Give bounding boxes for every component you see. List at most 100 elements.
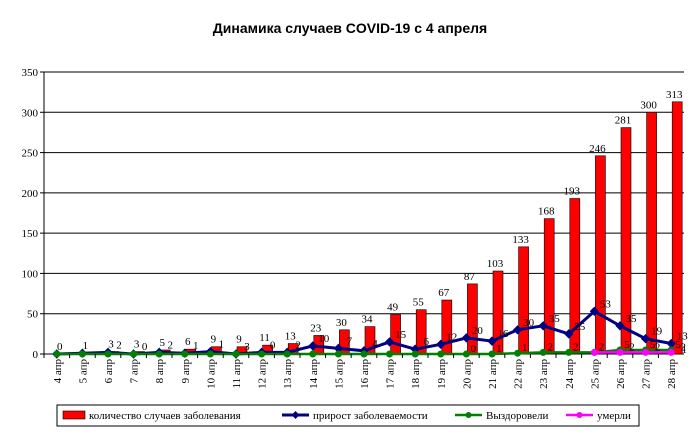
bar-value-label: 6: [185, 336, 191, 348]
extra-value-label: 1: [681, 344, 687, 356]
line-point: [668, 349, 674, 355]
line-point: [540, 349, 546, 355]
x-tick-label: 15 апр: [333, 359, 345, 389]
x-tick-label: 28 апр: [666, 359, 678, 389]
x-tick-label: 23 апр: [538, 359, 550, 389]
line-point: [489, 351, 495, 357]
x-tick-label: 9 апр: [180, 359, 192, 384]
bar: [519, 247, 529, 354]
line-value-label: 19: [651, 326, 663, 338]
x-tick-label: 6 апр: [103, 359, 115, 384]
line-point: [335, 351, 341, 357]
legend-swatch: [63, 411, 85, 419]
x-tick-label: 7 апр: [129, 359, 141, 384]
x-tick-label: 10 апр: [205, 359, 217, 389]
bar-value-label: 168: [538, 206, 555, 218]
line-value-label: 0: [142, 341, 148, 353]
chart: Динамика случаев COVID-19 с 4 апреля 0 50…: [0, 0, 699, 433]
bar-value-label: 67: [438, 287, 450, 299]
x-tick-label: 17 апр: [385, 359, 397, 389]
line-value-label: 25: [574, 321, 586, 333]
y-tick-label: 150: [22, 228, 39, 240]
line-point: [207, 351, 213, 357]
line-value-label: 1: [193, 340, 199, 352]
y-tick-label: 50: [27, 309, 39, 321]
line-value-label: 10: [318, 333, 330, 345]
legend-marker: [577, 412, 583, 418]
y-tick-label: 250: [22, 148, 39, 160]
bar-value-label: 300: [640, 99, 657, 111]
line-point: [182, 351, 188, 357]
line-point: [438, 351, 444, 357]
line-value-label: 35: [626, 313, 638, 325]
line-point: [259, 351, 265, 357]
y-tick-label: 0: [33, 349, 39, 361]
bar-value-label: 34: [362, 314, 374, 326]
bar-value-label: 103: [487, 258, 504, 270]
x-tick-label: 12 апр: [257, 359, 269, 389]
x-tick-label: 24 апр: [564, 359, 576, 389]
line-point: [566, 349, 572, 355]
line-point: [284, 351, 290, 357]
x-tick-label: 20 апр: [461, 359, 473, 389]
bar-value-label: 313: [666, 89, 683, 101]
line-point: [463, 351, 469, 357]
line-value-label: 35: [549, 313, 561, 325]
line-value-label: 30: [523, 317, 535, 329]
line-value-label: 1: [219, 339, 225, 351]
line-value-label: 2: [599, 341, 605, 353]
bar-value-label: 133: [512, 234, 529, 246]
x-tick-label: 19 апр: [436, 359, 448, 389]
bar-value-label: 3: [134, 339, 140, 351]
line-value-label: 3: [244, 341, 250, 353]
line-value-label: 2: [655, 341, 661, 353]
x-axis: 4 апр 5 апр 6 апр 7 апр 8 апр 9 апр 10 апр 11 а…: [44, 354, 678, 389]
legend-label: умерли: [597, 410, 631, 422]
x-tick-label: 8 апр: [154, 359, 166, 384]
bar-value-label: 30: [336, 317, 348, 329]
line-point: [105, 351, 111, 357]
y-tick-label: 200: [22, 188, 39, 200]
line-value-label: 2: [116, 339, 122, 351]
y-tick-label: 300: [22, 107, 39, 119]
legend-label: количество случаев заболевания: [89, 410, 241, 422]
line-point: [412, 351, 418, 357]
line-value-label: 2: [547, 341, 553, 353]
bar-value-label: 49: [387, 302, 399, 314]
bar-value-label: 9: [236, 334, 242, 346]
line-value-label: 1: [522, 342, 528, 354]
x-tick-label: 26 апр: [615, 359, 627, 389]
chart-title: Динамика случаев COVID-19 с 4 апреля: [213, 20, 487, 36]
x-tick-label: 25 апр: [589, 359, 601, 389]
line-value-label: 16: [498, 328, 510, 340]
bar-series: [83, 102, 682, 354]
line-value-label: 0: [270, 339, 276, 351]
x-tick-label: 16 апр: [359, 359, 371, 389]
bar-value-label: 87: [464, 271, 476, 283]
line-value-label: 2: [167, 339, 173, 351]
line-value-label: 12: [446, 331, 457, 343]
bar: [544, 219, 554, 354]
line-value-label: 20: [472, 325, 484, 337]
bar-value-label: 0: [57, 341, 63, 353]
line-value-label: 2: [295, 339, 301, 351]
bar-value-label: 9: [211, 334, 217, 346]
line-point: [156, 351, 162, 357]
legend-label: прирост заболеваемости: [313, 410, 428, 422]
x-tick-label: 4 апр: [52, 359, 64, 384]
bar: [595, 156, 605, 354]
y-tick-label: 100: [22, 268, 39, 280]
line-value-label: 4: [372, 338, 378, 350]
line-point: [131, 351, 137, 357]
line-point: [591, 349, 597, 355]
line-point: [361, 351, 367, 357]
bar-value-label: 281: [615, 115, 632, 127]
bar-value-label: 1: [83, 340, 89, 352]
line-value-label: 15: [395, 329, 407, 341]
line-value-label: 2: [629, 341, 635, 353]
bar-value-label: 55: [413, 297, 425, 309]
bar-value-label: 246: [589, 143, 606, 155]
line-point: [310, 351, 316, 357]
line-value-label: 7: [347, 335, 353, 347]
